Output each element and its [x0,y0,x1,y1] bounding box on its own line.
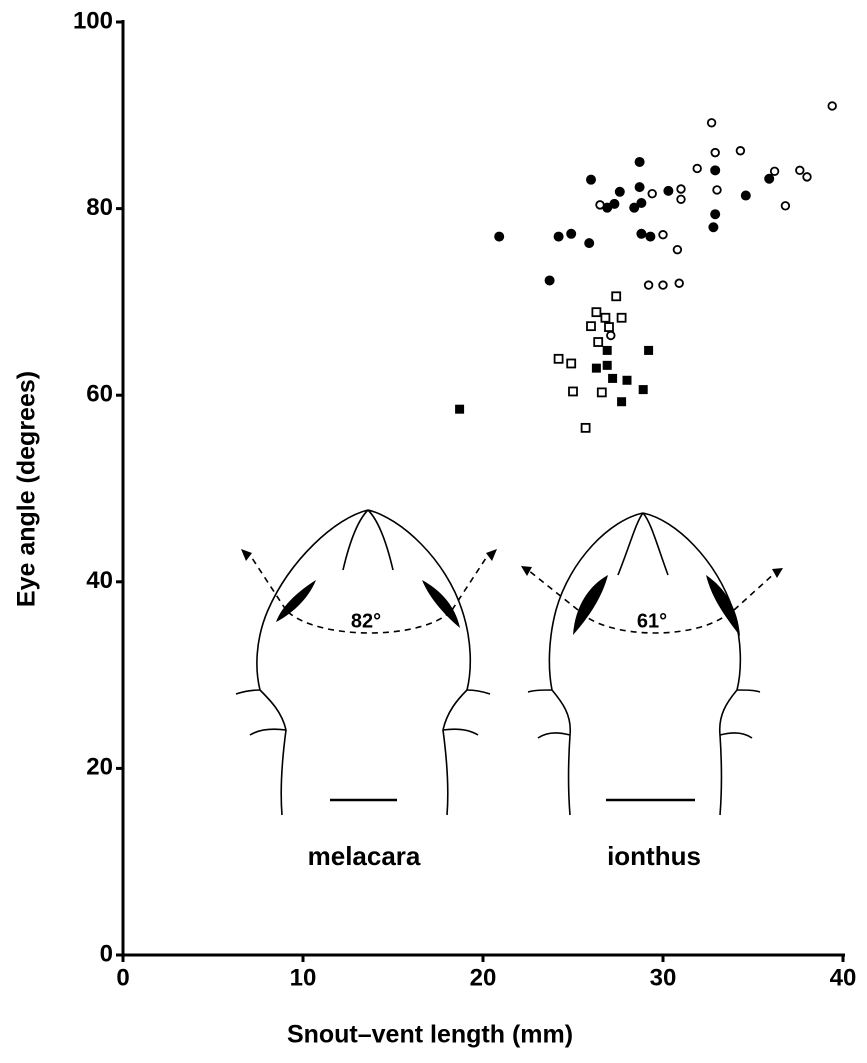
annotation: 82° [351,610,381,632]
point [644,345,654,355]
point [636,228,647,239]
point [643,280,654,290]
point [672,244,683,255]
point [586,321,596,332]
point [634,156,645,167]
point [593,337,604,347]
point [708,222,719,233]
point [663,185,674,196]
y-axis-label: Eye angle (degrees) [13,371,41,607]
point [692,163,702,174]
annotation: melacara [308,841,421,871]
head-illustration [235,509,783,816]
x-tick-label: 20 [470,964,497,991]
point [553,231,564,242]
point [645,231,656,242]
point [616,312,627,323]
point [494,231,505,242]
y-tick-label: 60 [86,381,113,408]
point [586,174,596,185]
point [710,147,720,158]
point [608,373,618,383]
point [706,118,717,128]
point [611,291,622,302]
point [595,200,605,210]
point [609,198,620,209]
point [629,202,640,213]
x-tick-label: 10 [290,964,317,991]
point [827,101,837,111]
point [591,363,601,373]
y-tick-label: 40 [86,567,113,594]
point [591,307,602,318]
point [647,188,657,199]
annotation: 61° [637,610,667,632]
point [676,194,686,204]
point [566,358,577,369]
y-tick-label: 80 [86,194,113,221]
y-tick-label: 20 [86,754,113,781]
point [455,404,465,414]
point [568,386,578,397]
x-axis-label: Snout–vent length (mm) [287,1021,573,1049]
x-tick-label: 40 [830,964,857,991]
point [712,185,722,195]
point [617,397,627,407]
point [710,165,721,176]
point [602,345,612,355]
point [544,275,555,286]
point [710,209,721,220]
point [764,173,775,184]
point [634,182,645,193]
x-tick-label: 0 [116,964,129,991]
point [566,228,577,239]
point [553,353,564,364]
x-tick-label: 30 [650,964,677,991]
point [740,190,751,201]
point [602,360,612,370]
point [600,312,611,323]
y-tick-label: 100 [73,7,113,34]
point [769,166,780,176]
point [676,184,686,194]
point [780,201,791,211]
point [802,172,812,182]
point [658,280,668,290]
y-tick-label: 0 [100,940,113,967]
point [636,198,647,209]
point [596,387,607,398]
point [735,146,746,156]
point [638,385,648,395]
annotation: ionthus [607,841,701,871]
point [584,238,595,249]
point [604,322,614,332]
point [674,278,684,288]
point [580,422,591,433]
point [658,230,668,240]
point [614,186,625,197]
point [622,375,632,385]
point [795,165,805,176]
point [606,330,616,341]
